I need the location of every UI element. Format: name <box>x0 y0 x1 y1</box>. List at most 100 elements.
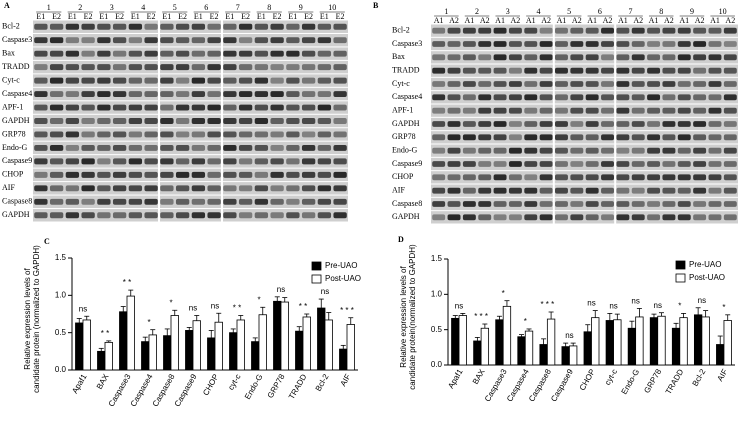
blot-band <box>432 161 446 167</box>
sublane-label: A1 <box>679 16 689 25</box>
blot-strip <box>431 24 738 37</box>
blot-band <box>97 77 111 84</box>
blot-band <box>270 104 284 111</box>
lane-number: 6 <box>204 3 208 12</box>
blot-band <box>478 67 492 74</box>
blot-band <box>585 174 599 181</box>
blot-band <box>708 81 722 87</box>
y-tick-label: 1.0 <box>55 290 67 299</box>
blot-band <box>81 37 95 44</box>
x-tick-label: cyt-c <box>603 368 619 387</box>
row-label: AIF <box>2 183 15 192</box>
blot-band <box>723 161 737 167</box>
significance-label: * * * <box>540 300 554 309</box>
blot-band <box>539 67 553 74</box>
blot-band <box>524 147 538 154</box>
blot-band <box>693 81 707 87</box>
blot-band <box>207 50 221 57</box>
blot-band <box>677 107 691 114</box>
blot-band <box>97 171 111 178</box>
sublane-label: A2 <box>725 16 735 25</box>
blot-band <box>301 131 316 138</box>
blot-band <box>539 174 553 181</box>
blot-band <box>708 107 722 114</box>
blot-band <box>447 54 461 61</box>
blot-band <box>175 131 190 138</box>
blot-band <box>616 214 630 221</box>
blot-band <box>462 161 476 167</box>
blot-band <box>175 50 190 57</box>
sublane-label: A1 <box>618 16 628 25</box>
bar <box>126 295 135 371</box>
blot-band <box>238 171 253 178</box>
blot-strip <box>33 87 348 101</box>
blot-band <box>301 144 316 151</box>
blot-band <box>254 23 269 30</box>
blot-band <box>301 212 316 219</box>
blot-band <box>254 50 269 57</box>
significance-label: * <box>678 302 681 311</box>
blot-band <box>175 37 190 44</box>
blot-band <box>524 94 538 101</box>
blot-band <box>97 144 111 151</box>
blot-band <box>65 23 80 30</box>
blot-band <box>493 121 507 127</box>
bar <box>258 314 267 371</box>
blot-band <box>555 27 568 34</box>
blot-band <box>238 144 253 151</box>
significance-label: ns <box>698 296 706 305</box>
blot-band <box>616 54 630 61</box>
blot-band <box>254 212 269 219</box>
blot-band <box>508 27 522 34</box>
blot-band <box>97 91 111 98</box>
blot-band <box>478 54 492 61</box>
blot-band <box>128 185 143 192</box>
blot-band <box>508 107 522 114</box>
blot-band <box>493 54 507 61</box>
blot-band <box>570 54 584 61</box>
bar <box>104 341 113 371</box>
blot-band <box>539 107 553 114</box>
bar <box>119 311 128 371</box>
blot-band <box>524 214 538 221</box>
blot-band <box>144 144 158 151</box>
error-bar <box>703 310 709 317</box>
blot-band <box>175 144 190 151</box>
blot-band <box>144 185 158 192</box>
x-tick-label: Endo-G <box>243 373 265 401</box>
blot-band <box>301 198 316 205</box>
blot-band <box>462 147 476 154</box>
blot-strip <box>33 60 348 74</box>
blot-band <box>539 147 553 154</box>
blot-band <box>708 174 722 181</box>
blot-strip <box>33 168 348 182</box>
sublane-label: E2 <box>52 12 61 21</box>
blot-band <box>286 185 300 192</box>
bar <box>236 319 245 371</box>
blot-band <box>191 185 206 192</box>
blot-band <box>144 37 158 44</box>
blot-band <box>286 144 300 151</box>
x-tick-label: BAX <box>471 367 487 386</box>
blot-band <box>49 77 64 84</box>
blot-band <box>447 161 461 167</box>
blot-band <box>478 107 492 114</box>
blot-band <box>144 118 158 124</box>
blot-band <box>585 27 599 34</box>
bar <box>539 344 548 366</box>
blot-band <box>49 37 64 44</box>
blot-band <box>191 91 206 98</box>
blot-band <box>238 198 253 205</box>
panel-letter: B <box>373 1 379 10</box>
blot-band <box>254 104 269 111</box>
x-tick-label: Apaf1 <box>70 372 89 395</box>
blot-band <box>81 198 95 205</box>
blot-band <box>286 131 300 138</box>
blot-band <box>207 104 221 111</box>
blot-band <box>128 23 143 30</box>
sublane-label: E2 <box>84 12 93 21</box>
blot-band <box>270 37 284 44</box>
blot-band <box>49 64 64 71</box>
blot-band <box>317 91 332 98</box>
blot-band <box>585 161 599 167</box>
